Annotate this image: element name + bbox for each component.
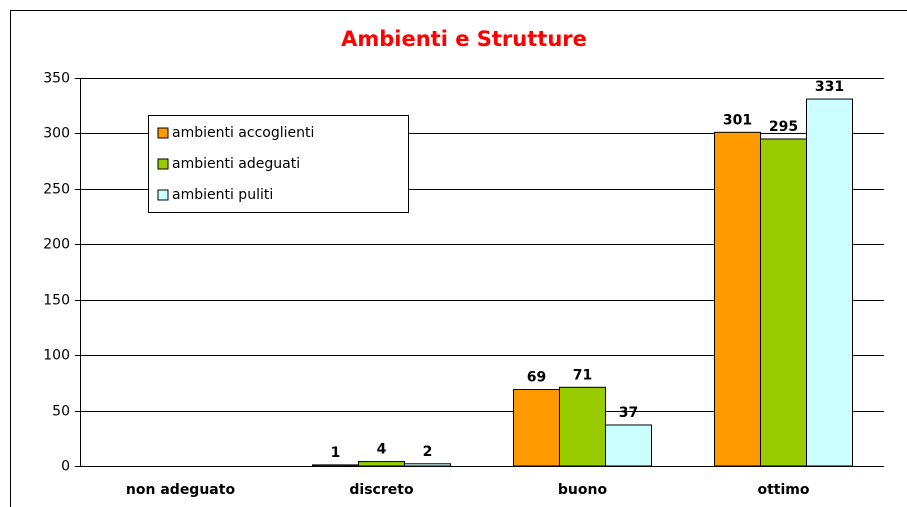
- y-tick-label: 100: [43, 348, 70, 364]
- data-label: 1: [331, 445, 341, 461]
- y-tick-label: 350: [43, 71, 70, 87]
- y-tick-label: 250: [43, 182, 70, 198]
- bar: [559, 386, 606, 467]
- data-label: 301: [723, 112, 752, 128]
- bar: [312, 464, 359, 467]
- legend-swatch: [157, 158, 169, 170]
- data-label: 71: [573, 367, 592, 383]
- y-tick-label: 300: [43, 126, 70, 142]
- bar: [806, 98, 853, 467]
- x-tick-label: discreto: [349, 482, 414, 498]
- legend-label: ambienti accoglienti: [172, 125, 314, 141]
- data-label: 2: [423, 444, 433, 460]
- legend-label: ambienti adeguati: [172, 156, 300, 172]
- bar: [605, 424, 652, 467]
- x-tick-label: non adeguato: [126, 482, 236, 498]
- legend-swatch: [157, 127, 169, 139]
- x-tick-label: ottimo: [757, 482, 809, 498]
- legend-swatch: [157, 189, 169, 201]
- y-tick-label: 0: [61, 459, 70, 475]
- bar: [714, 131, 761, 467]
- legend-box: [148, 115, 409, 213]
- bar: [513, 389, 560, 467]
- data-label: 331: [815, 79, 844, 95]
- data-label: 295: [769, 119, 798, 135]
- data-label: 69: [527, 370, 546, 386]
- x-tick-label: buono: [558, 482, 608, 498]
- y-tick-label: 50: [52, 404, 70, 420]
- data-label: 4: [377, 442, 387, 458]
- bar: [358, 461, 405, 467]
- chart-title: Ambienti e Strutture: [341, 27, 587, 51]
- bar: [404, 463, 451, 467]
- y-tick-label: 200: [43, 237, 70, 253]
- data-label: 37: [619, 405, 638, 421]
- y-tick-label: 150: [43, 293, 70, 309]
- legend-label: ambienti puliti: [172, 187, 273, 203]
- bar: [760, 138, 807, 467]
